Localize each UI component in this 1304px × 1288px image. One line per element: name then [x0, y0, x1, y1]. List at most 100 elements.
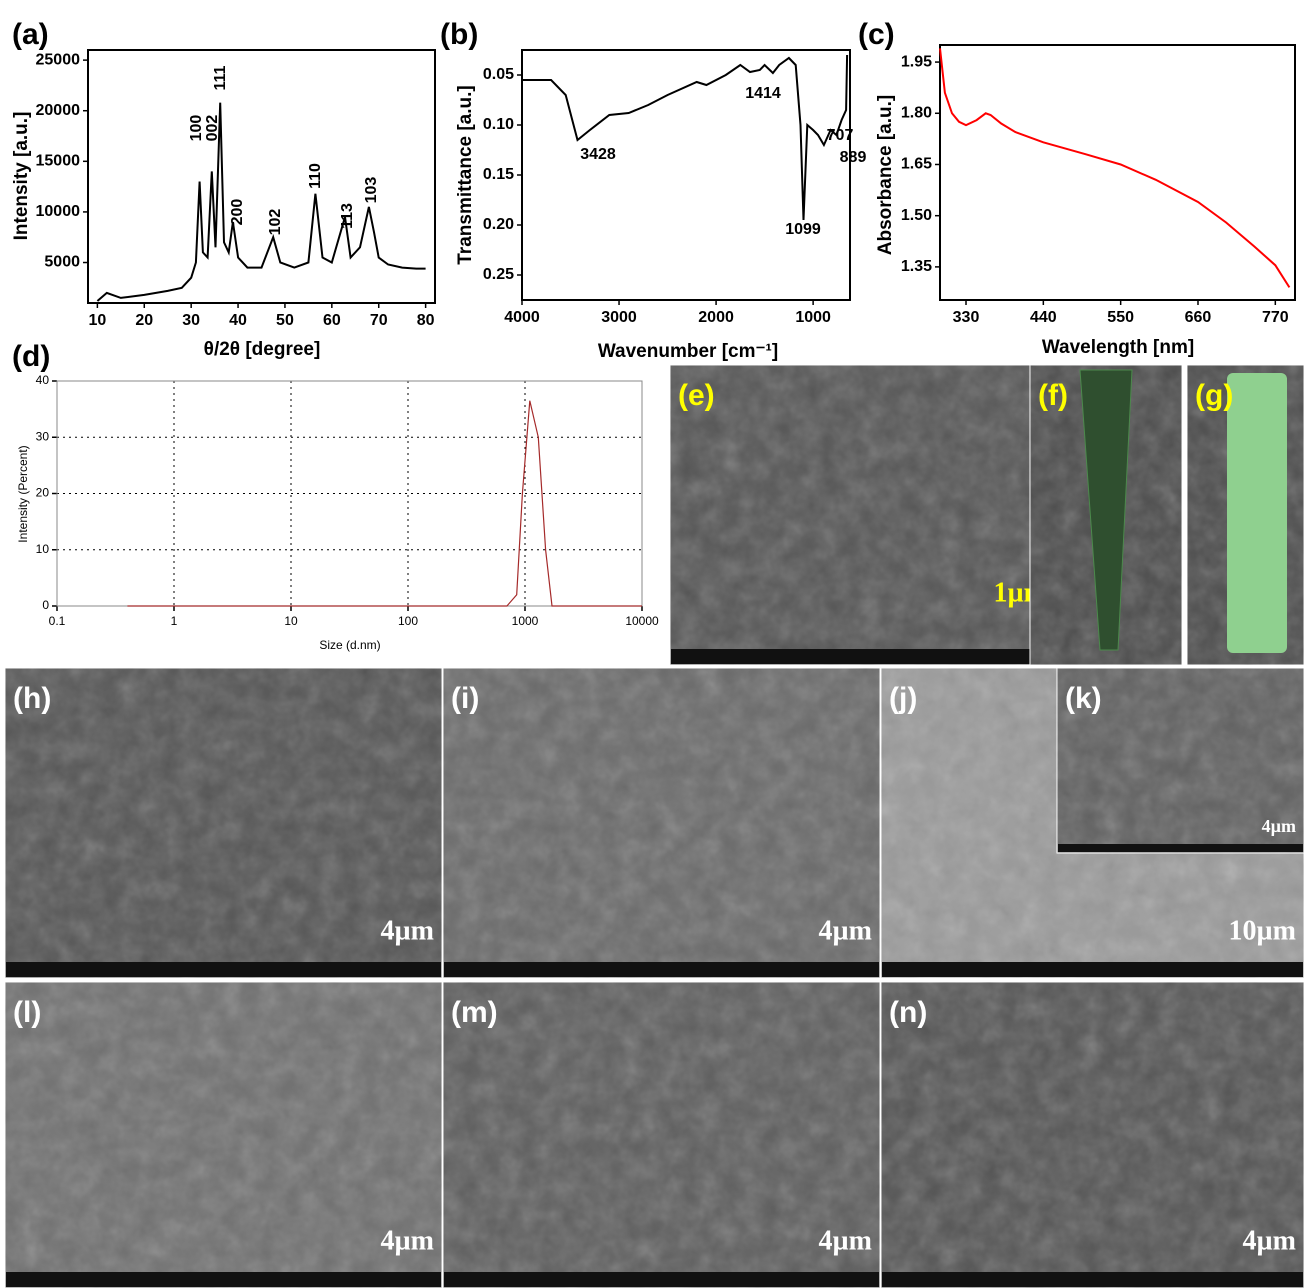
- peak-label: 002: [204, 115, 221, 142]
- scale-label: 4µm: [1243, 1225, 1296, 1256]
- panel-label: (c): [858, 18, 895, 51]
- micrograph-texture: [670, 365, 1055, 665]
- x-tick-label: 1: [171, 614, 178, 628]
- peak-label: 111: [212, 65, 229, 90]
- x-tick-label: 60: [323, 312, 341, 329]
- panel-label: (i): [451, 682, 479, 715]
- x-tick-label: 550: [1107, 309, 1134, 326]
- panel-label: (n): [889, 996, 927, 1029]
- x-axis-label: θ/2θ [degree]: [204, 339, 321, 360]
- y-tick-label: 20000: [36, 102, 81, 119]
- x-tick-label: 4000: [504, 309, 540, 326]
- y-tick-label: 25000: [36, 51, 81, 68]
- y-tick-label: 40: [36, 373, 50, 387]
- y-tick-label: 0.10: [483, 116, 514, 133]
- data-line: [127, 400, 642, 607]
- info-bar: [882, 962, 1303, 977]
- x-tick-label: 3000: [601, 309, 637, 326]
- scale-label: 4µm: [1262, 816, 1296, 836]
- x-tick-label: 10: [284, 614, 298, 628]
- peak-label: 102: [267, 209, 284, 236]
- plot-frame: [939, 44, 1296, 301]
- micrograph-texture: [443, 982, 880, 1288]
- panel-label: (h): [13, 682, 51, 715]
- plot-frame: [87, 49, 436, 304]
- scale-label: 4µm: [381, 1225, 434, 1256]
- y-axis-label: Intensity [a.u.]: [11, 112, 32, 241]
- x-tick-label: 770: [1262, 309, 1289, 326]
- peak-label: 100: [188, 115, 205, 142]
- panel-label: (e): [678, 379, 715, 412]
- info-bar: [882, 1272, 1303, 1287]
- micrograph-texture: [443, 668, 880, 978]
- y-tick-label: 1.50: [901, 207, 932, 224]
- scale-label: 10µm: [1229, 915, 1296, 946]
- y-axis-label: Intensity (Percent): [16, 445, 30, 542]
- peak-label: 103: [363, 177, 380, 204]
- y-tick-label: 1.65: [901, 156, 932, 173]
- scale-label: 4µm: [381, 915, 434, 946]
- y-tick-label: 5000: [44, 254, 80, 271]
- y-axis-label: Absorbance [a.u.]: [875, 95, 896, 255]
- y-tick-label: 0.25: [483, 266, 514, 283]
- x-tick-label: 660: [1185, 309, 1212, 326]
- info-bar: [6, 1272, 441, 1287]
- y-tick-label: 1.35: [901, 258, 932, 275]
- x-tick-label: 10: [88, 312, 106, 329]
- y-tick-label: 0.20: [483, 216, 514, 233]
- x-tick-label: 2000: [698, 309, 734, 326]
- x-axis-label: Wavelength [nm]: [1042, 337, 1194, 358]
- plot-frame: [56, 380, 643, 607]
- y-tick-label: 10: [36, 542, 50, 556]
- x-tick-label: 440: [1030, 309, 1057, 326]
- peak-label: 1099: [785, 221, 821, 238]
- micrograph-texture: [881, 982, 1304, 1288]
- x-tick-label: 80: [417, 312, 435, 329]
- peak-label: 889: [840, 149, 867, 166]
- panel-label: (d): [12, 340, 50, 373]
- panel-label: (m): [451, 996, 498, 1029]
- info-bar: [6, 962, 441, 977]
- fiber: [1227, 373, 1287, 653]
- x-tick-label: 1000: [795, 309, 831, 326]
- peak-label: 1414: [745, 85, 781, 102]
- x-tick-label: 100: [398, 614, 418, 628]
- x-axis-label: Size (d.nm): [319, 638, 380, 652]
- y-axis-label: Transmittance [a.u.]: [455, 85, 476, 265]
- peak-label: 200: [229, 199, 246, 226]
- peak-label: 113: [339, 203, 356, 229]
- info-bar: [444, 962, 879, 977]
- panel-label: (b): [440, 18, 478, 51]
- y-tick-label: 1.80: [901, 104, 932, 121]
- info-bar: [1058, 844, 1303, 852]
- y-tick-label: 20: [36, 486, 50, 500]
- peak-label: 3428: [580, 146, 616, 163]
- x-tick-label: 0.1: [49, 614, 66, 628]
- micrograph-texture: [5, 668, 442, 978]
- x-tick-label: 20: [135, 312, 153, 329]
- y-tick-label: 0.15: [483, 166, 514, 183]
- panel-label: (f): [1038, 379, 1068, 412]
- panel-label: (l): [13, 996, 41, 1029]
- x-tick-label: 50: [276, 312, 294, 329]
- scale-label: 4µm: [819, 915, 872, 946]
- x-tick-label: 1000: [512, 614, 539, 628]
- x-axis-label: Wavenumber [cm⁻¹]: [598, 341, 778, 362]
- micrograph-texture: [5, 982, 442, 1288]
- x-tick-label: 10000: [625, 614, 659, 628]
- x-tick-label: 70: [370, 312, 388, 329]
- micrograph-texture: [1057, 668, 1304, 853]
- panel-label: (g): [1195, 379, 1233, 412]
- scale-label: 4µm: [819, 1225, 872, 1256]
- x-tick-label: 30: [182, 312, 200, 329]
- y-tick-label: 10000: [36, 203, 81, 220]
- x-tick-label: 40: [229, 312, 247, 329]
- y-tick-label: 0: [42, 598, 49, 612]
- info-bar: [444, 1272, 879, 1287]
- x-tick-label: 330: [953, 309, 980, 326]
- info-bar: [671, 649, 1054, 664]
- y-tick-label: 1.95: [901, 53, 932, 70]
- peak-label: 110: [307, 163, 324, 189]
- y-tick-label: 0.05: [483, 66, 514, 83]
- data-line: [939, 48, 1291, 288]
